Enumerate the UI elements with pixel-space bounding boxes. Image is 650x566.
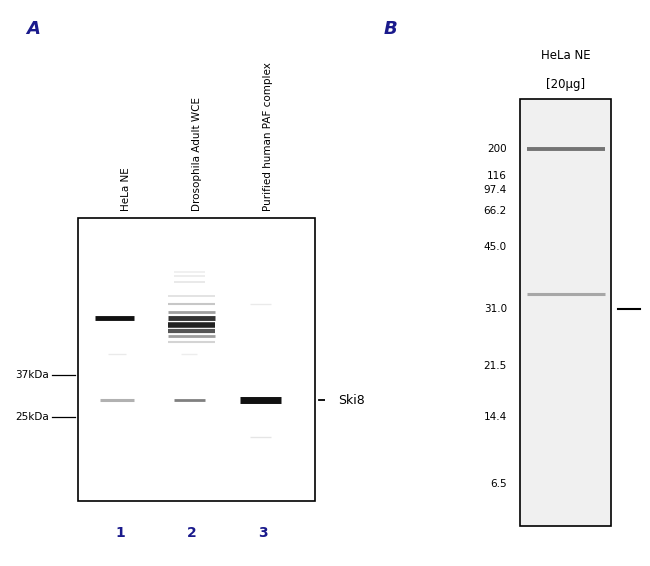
- Text: Ski8: Ski8: [338, 394, 365, 407]
- Text: 116: 116: [487, 171, 507, 181]
- Text: 6.5: 6.5: [490, 479, 507, 488]
- Bar: [520, 99, 611, 526]
- Text: 14.4: 14.4: [484, 413, 507, 422]
- Bar: [78, 218, 315, 501]
- Text: 21.5: 21.5: [484, 361, 507, 371]
- Text: [20μg]: [20μg]: [546, 78, 585, 91]
- Text: A: A: [26, 20, 40, 38]
- Text: 66.2: 66.2: [484, 206, 507, 216]
- Text: 2: 2: [187, 526, 197, 541]
- Text: 200: 200: [488, 144, 507, 154]
- Text: 97.4: 97.4: [484, 185, 507, 195]
- Text: 25kDa: 25kDa: [15, 413, 49, 422]
- Text: HeLa NE: HeLa NE: [541, 49, 590, 62]
- Text: 37kDa: 37kDa: [15, 370, 49, 380]
- Text: HeLa NE: HeLa NE: [121, 168, 131, 211]
- Text: Purified human PAF complex: Purified human PAF complex: [263, 62, 273, 211]
- Text: 45.0: 45.0: [484, 242, 507, 252]
- Text: Drosophila Adult WCE: Drosophila Adult WCE: [192, 97, 202, 211]
- Text: 31.0: 31.0: [484, 305, 507, 314]
- Text: 1: 1: [116, 526, 125, 541]
- Text: 3: 3: [258, 526, 268, 541]
- Text: B: B: [384, 20, 397, 38]
